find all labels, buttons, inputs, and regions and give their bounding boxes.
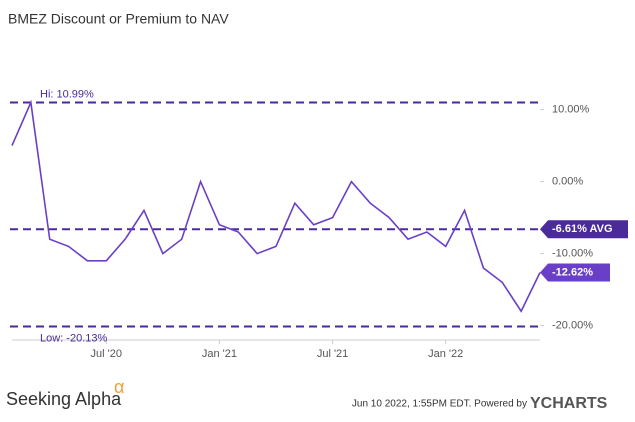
avg-label: -6.61% AVG (552, 223, 613, 235)
line (11, 99, 541, 313)
last-tag (540, 263, 610, 282)
last-value-label: -12.62% (552, 266, 593, 278)
timestamp: Jun 10 2022, 1:55PM EDT. Powered by (352, 399, 527, 410)
brand-mark: α (114, 377, 124, 397)
y-tick-label: -20.00% (552, 320, 593, 332)
avg-tag (540, 220, 628, 239)
y-tick-label: 10.00% (552, 104, 590, 116)
x-tick-label: Jan '21 (202, 348, 237, 360)
y-tick-label: -10.00% (552, 248, 593, 260)
provider: YCHARTS (530, 395, 608, 412)
chart-title: BMEZ Discount or Premium to NAV (8, 11, 229, 27)
x-tick-label: Jul '21 (317, 348, 348, 360)
brand: Seeking Alpha (6, 389, 122, 409)
x-tick-label: Jul '20 (91, 348, 122, 360)
y-tick-label: 0.00% (552, 176, 583, 188)
ref-label: Hi: 10.99% (40, 88, 94, 100)
x-tick-label: Jan '22 (428, 348, 463, 360)
ref-label: Low: -20.13% (40, 332, 107, 344)
